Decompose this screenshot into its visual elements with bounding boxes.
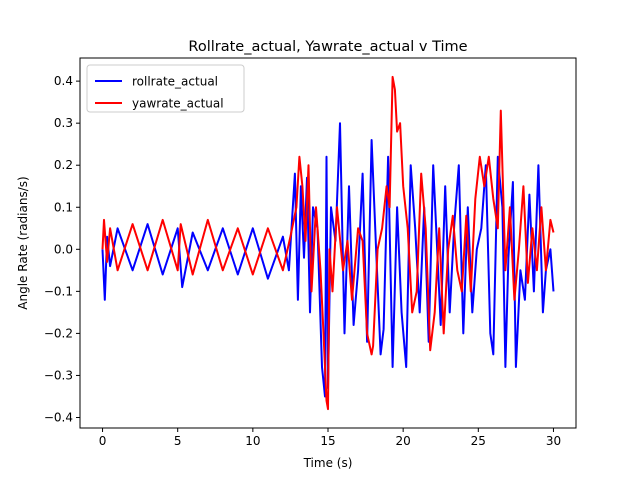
x-tick-label: 5 <box>174 434 182 448</box>
y-tick-label: 0.4 <box>54 74 73 88</box>
y-tick-label: 0.3 <box>54 116 73 130</box>
x-tick-label: 30 <box>546 434 561 448</box>
y-tick-label: 0.1 <box>54 200 73 214</box>
x-axis-label: Time (s) <box>303 456 353 470</box>
legend-box <box>86 64 245 113</box>
x-axis: 0 5 10 15 20 25 30 <box>99 428 561 448</box>
y-tick-label: −0.1 <box>44 284 73 298</box>
y-tick-label: −0.4 <box>44 410 73 424</box>
x-tick-label: 0 <box>99 434 107 448</box>
series-layer <box>101 75 555 411</box>
y-tick-label: −0.3 <box>44 368 73 382</box>
legend-label: yawrate_actual <box>132 97 224 111</box>
x-tick-label: 15 <box>320 434 335 448</box>
y-axis: −0.4 −0.3 −0.2 −0.1 0.0 0.1 0.2 0.3 0.4 <box>44 74 80 424</box>
x-tick-label: 20 <box>396 434 411 448</box>
x-tick-label: 25 <box>471 434 486 448</box>
x-tick-label: 10 <box>245 434 260 448</box>
y-tick-label: 0.0 <box>54 242 73 256</box>
chart-title: Rollrate_actual, Yawrate_actual v Time <box>188 39 467 55</box>
series-line-yawrate-actual <box>101 75 555 411</box>
legend: rollrate_actual yawrate_actual <box>86 64 245 113</box>
y-axis-label: Angle Rate (radians/s) <box>16 176 30 309</box>
y-tick-label: −0.2 <box>44 326 73 340</box>
legend-label: rollrate_actual <box>132 75 218 89</box>
y-tick-label: 0.2 <box>54 158 73 172</box>
